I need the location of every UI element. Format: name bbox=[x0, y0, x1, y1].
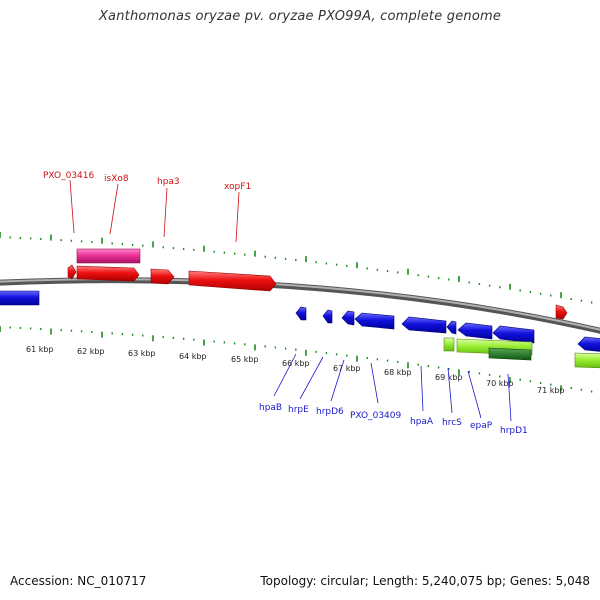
gene-forward-1[interactable] bbox=[67, 264, 77, 280]
reverse-gene-labels: hpaB hrpE hrpD6 PXO_03409 hpaA hrcS epaP… bbox=[259, 353, 528, 436]
scale-label: 61 kbp bbox=[26, 345, 54, 354]
scale-label: 67 kbp bbox=[333, 364, 361, 373]
scale-label: 62 kbp bbox=[77, 347, 105, 356]
gene-forward-small[interactable] bbox=[555, 304, 568, 320]
leader-line bbox=[507, 373, 512, 422]
forward-tick-track bbox=[0, 232, 593, 304]
leader-line bbox=[109, 183, 119, 235]
scale-label: 64 kbp bbox=[179, 352, 207, 361]
gene-label-isXo8[interactable]: isXo8 bbox=[104, 174, 129, 184]
leader-line bbox=[69, 179, 75, 234]
gene-label-PXO_03409[interactable]: PXO_03409 bbox=[350, 411, 402, 421]
leader-line bbox=[370, 362, 379, 404]
gene-label-PXO_03416[interactable]: PXO_03416 bbox=[43, 171, 95, 181]
gene-reverse-hrpD1[interactable] bbox=[492, 325, 535, 344]
gene-forward-xopF1[interactable] bbox=[188, 270, 277, 292]
genome-summary-text: Topology: circular; Length: 5,240,075 bp… bbox=[260, 574, 590, 588]
gene-reverse-hpaB[interactable] bbox=[295, 306, 307, 321]
leader-line bbox=[467, 370, 482, 419]
accession-text: Accession: NC_010717 bbox=[10, 574, 147, 588]
gene-label-hpa3[interactable]: hpa3 bbox=[157, 177, 180, 187]
gene-label-hrcS[interactable]: hrcS bbox=[442, 418, 462, 428]
leader-line bbox=[447, 367, 453, 414]
reverse-tick-track bbox=[0, 326, 593, 393]
gene-reverse-right[interactable] bbox=[577, 336, 600, 352]
feature-dark-green[interactable] bbox=[488, 347, 532, 361]
gene-reverse-PXO_03409[interactable] bbox=[354, 312, 395, 330]
gene-forward-xopf-region[interactable] bbox=[76, 265, 140, 282]
gene-reverse-hrpE[interactable] bbox=[322, 309, 333, 324]
scale-label: 65 kbp bbox=[231, 355, 259, 364]
gene-label-hpaA[interactable]: hpaA bbox=[410, 417, 434, 427]
leader-line bbox=[330, 359, 345, 402]
scale-label: 66 kbp bbox=[282, 359, 310, 368]
feature-lime-1[interactable] bbox=[443, 337, 455, 352]
scale-label: 68 kbp bbox=[384, 368, 412, 377]
gene-label-xopF1[interactable]: xopF1 bbox=[224, 182, 251, 192]
leader-line bbox=[420, 365, 424, 412]
gene-reverse-hpaA[interactable] bbox=[401, 316, 447, 334]
gene-label-hpaB[interactable]: hpaB bbox=[259, 403, 282, 413]
genome-title: Xanthomonas oryzae pv. oryzae PXO99A, co… bbox=[98, 9, 502, 24]
leader-line bbox=[235, 191, 240, 243]
forward-gene-labels: PXO_03416 isXo8 hpa3 xopF1 bbox=[43, 171, 251, 243]
scale-label: 71 kbp bbox=[537, 386, 565, 395]
gene-label-hrpE[interactable]: hrpE bbox=[288, 405, 309, 415]
scale-label: 70 kbp bbox=[486, 379, 514, 388]
gene-reverse-hrcS[interactable] bbox=[446, 320, 457, 335]
gene-label-hrpD6[interactable]: hrpD6 bbox=[316, 407, 344, 417]
leader-line bbox=[273, 353, 297, 397]
gene-label-hrpD1[interactable]: hrpD1 bbox=[500, 426, 528, 436]
feature-lime-3[interactable] bbox=[574, 352, 600, 369]
leader-line bbox=[163, 187, 168, 238]
leader-line bbox=[299, 356, 324, 400]
mobile-element-isXo8[interactable] bbox=[76, 248, 141, 264]
gene-label-epaP[interactable]: epaP bbox=[470, 421, 493, 431]
gene-forward-hpa3[interactable] bbox=[150, 268, 175, 285]
gene-reverse-left[interactable] bbox=[0, 290, 40, 306]
gene-reverse-epaP[interactable] bbox=[457, 322, 493, 340]
scale-label: 63 kbp bbox=[128, 349, 156, 358]
gene-reverse-hrpD6[interactable] bbox=[341, 310, 355, 326]
